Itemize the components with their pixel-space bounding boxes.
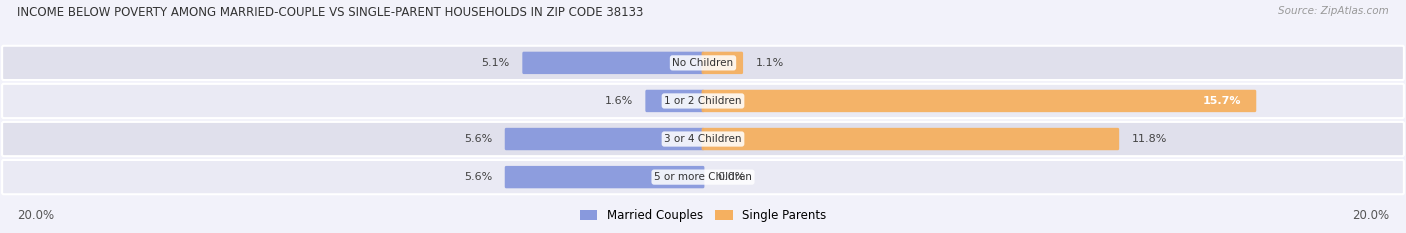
FancyBboxPatch shape bbox=[702, 90, 1257, 112]
Text: 5 or more Children: 5 or more Children bbox=[654, 172, 752, 182]
Text: 1.6%: 1.6% bbox=[605, 96, 633, 106]
FancyBboxPatch shape bbox=[505, 128, 704, 150]
FancyBboxPatch shape bbox=[523, 52, 704, 74]
Text: 3 or 4 Children: 3 or 4 Children bbox=[664, 134, 742, 144]
Text: 1.1%: 1.1% bbox=[756, 58, 785, 68]
Text: 11.8%: 11.8% bbox=[1132, 134, 1167, 144]
FancyBboxPatch shape bbox=[3, 122, 1403, 156]
FancyBboxPatch shape bbox=[702, 128, 1119, 150]
Text: 0.0%: 0.0% bbox=[717, 172, 745, 182]
FancyBboxPatch shape bbox=[702, 52, 744, 74]
Text: 5.6%: 5.6% bbox=[464, 172, 492, 182]
Legend: Married Couples, Single Parents: Married Couples, Single Parents bbox=[575, 204, 831, 227]
FancyBboxPatch shape bbox=[505, 166, 704, 188]
Text: No Children: No Children bbox=[672, 58, 734, 68]
FancyBboxPatch shape bbox=[3, 160, 1403, 194]
Text: 5.1%: 5.1% bbox=[481, 58, 510, 68]
Text: 5.6%: 5.6% bbox=[464, 134, 492, 144]
Text: Source: ZipAtlas.com: Source: ZipAtlas.com bbox=[1278, 6, 1389, 16]
FancyBboxPatch shape bbox=[3, 84, 1403, 118]
Text: INCOME BELOW POVERTY AMONG MARRIED-COUPLE VS SINGLE-PARENT HOUSEHOLDS IN ZIP COD: INCOME BELOW POVERTY AMONG MARRIED-COUPL… bbox=[17, 6, 644, 19]
Text: 20.0%: 20.0% bbox=[17, 209, 53, 222]
Text: 1 or 2 Children: 1 or 2 Children bbox=[664, 96, 742, 106]
FancyBboxPatch shape bbox=[645, 90, 704, 112]
FancyBboxPatch shape bbox=[3, 46, 1403, 80]
Text: 20.0%: 20.0% bbox=[1353, 209, 1389, 222]
Text: 15.7%: 15.7% bbox=[1202, 96, 1241, 106]
